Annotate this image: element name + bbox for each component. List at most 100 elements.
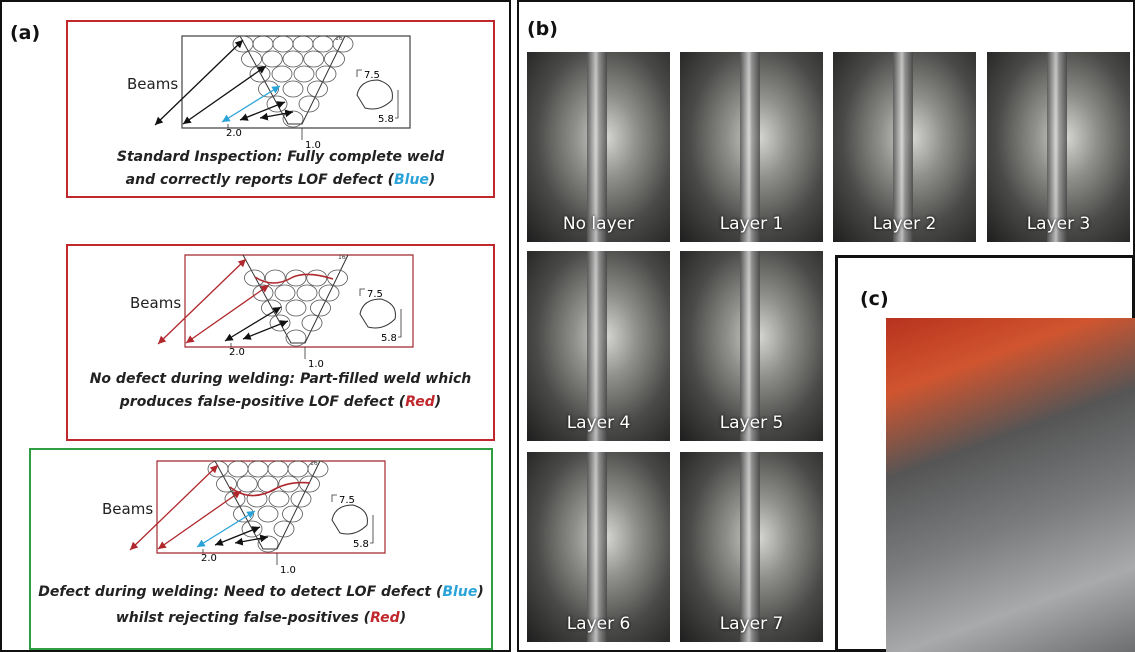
caption-text: and correctly reports LOF defect (: [126, 172, 394, 188]
bead: [233, 36, 253, 52]
photo-label: Layer 2: [833, 214, 976, 234]
bead: [258, 506, 278, 522]
figure: {"panel_a": {"label": "(a)", "diagrams":…: [0, 0, 1135, 652]
dim-label: 2.0: [226, 128, 242, 139]
caption-text: ): [435, 394, 441, 410]
layer-photo: Layer 1: [680, 52, 823, 242]
caption-text: whilst rejecting false-positives (: [116, 610, 370, 626]
partial-fill-line: [255, 274, 333, 283]
caption-line: and correctly reports LOF defect (Blue): [66, 169, 495, 191]
layer-photo: Layer 4: [527, 251, 670, 441]
bead: [293, 36, 313, 52]
layer-photo: Layer 6: [527, 452, 670, 642]
bead-profile: [357, 80, 392, 109]
panel-label: (b): [527, 18, 558, 40]
color-key: Blue: [442, 584, 477, 600]
color-key: Blue: [394, 172, 429, 188]
bead: [311, 300, 331, 316]
pass-number: 16: [310, 460, 318, 467]
beams-label: Beams: [127, 75, 178, 93]
color-key: Red: [370, 610, 400, 626]
bead: [237, 476, 257, 492]
bead: [297, 285, 317, 301]
bead-profile: [332, 505, 367, 534]
bead: [286, 300, 306, 316]
beam-arrow: [158, 491, 241, 549]
pass-number: 16: [335, 35, 343, 42]
photo-label: Layer 5: [680, 413, 823, 433]
bead: [208, 461, 228, 477]
bead: [262, 51, 282, 67]
bead: [269, 491, 289, 507]
caption-line: whilst rejecting false-positives (Red): [29, 607, 493, 629]
bead: [294, 66, 314, 82]
robot-photo: [886, 318, 1135, 652]
bead: [286, 270, 306, 286]
caption-line: Standard Inspection: Fully complete weld: [66, 146, 495, 168]
bead: [253, 285, 273, 301]
layer-photo: Layer 5: [680, 251, 823, 441]
caption-text: produces false-positive LOF defect (: [120, 394, 405, 410]
caption-text: ): [400, 610, 406, 626]
bead: [308, 81, 328, 97]
photo-label: Layer 1: [680, 214, 823, 234]
caption-line: Defect during welding: Need to detect LO…: [29, 581, 493, 603]
photo-label: Layer 7: [680, 614, 823, 634]
beams-label: Beams: [102, 500, 153, 518]
dim-label: 7.5: [364, 70, 380, 81]
bead: [283, 81, 303, 97]
plate-outline: [185, 255, 413, 347]
layer-photo: Layer 3: [987, 52, 1130, 242]
caption-text: ): [429, 172, 435, 188]
beam-arrow: [260, 112, 293, 118]
bead: [286, 330, 306, 346]
bead: [253, 36, 273, 52]
dim-label: 5.8: [381, 333, 397, 344]
bead: [283, 506, 303, 522]
layer-photo: No layer: [527, 52, 670, 242]
bead: [250, 66, 270, 82]
bead: [228, 461, 248, 477]
bead: [325, 51, 345, 67]
bead: [283, 51, 303, 67]
caption-text: Standard Inspection: Fully complete weld: [117, 149, 444, 165]
caption-text: No defect during welding: Part-filled we…: [90, 371, 472, 387]
dim-label: 2.0: [201, 553, 217, 564]
bead: [288, 461, 308, 477]
photo-label: Layer 3: [987, 214, 1130, 234]
photo-label: Layer 4: [527, 413, 670, 433]
beam-arrow: [243, 321, 288, 339]
dim-label: 5.8: [378, 114, 394, 125]
photo-label: Layer 6: [527, 614, 670, 634]
layer-photo: Layer 7: [680, 452, 823, 642]
color-key: Red: [405, 394, 435, 410]
bead: [242, 51, 262, 67]
caption-text: Defect during welding: Need to detect LO…: [38, 584, 442, 600]
beam-arrow: [183, 66, 266, 124]
dim-label: 7.5: [339, 495, 355, 506]
bead: [268, 461, 288, 477]
bead: [273, 36, 293, 52]
caption-line: No defect during welding: Part-filled we…: [66, 368, 495, 390]
bead: [245, 270, 265, 286]
bead: [304, 51, 324, 67]
bead: [307, 270, 327, 286]
bead-profile: [360, 299, 395, 328]
dim-label: 2.0: [229, 347, 245, 358]
beams-label: Beams: [130, 294, 181, 312]
dim-label: 1.0: [280, 565, 296, 576]
caption-text: ): [477, 584, 483, 600]
bead: [272, 66, 292, 82]
caption-line: produces false-positive LOF defect (Red): [66, 391, 495, 413]
dim-label: 7.5: [367, 289, 383, 300]
bead: [313, 36, 333, 52]
photo-label: No layer: [527, 214, 670, 234]
panel-label: (c): [860, 288, 889, 310]
beam-arrow: [235, 537, 268, 543]
dim-label: 5.8: [353, 539, 369, 550]
bead: [300, 476, 320, 492]
beam-arrow: [225, 307, 281, 341]
bead: [248, 461, 268, 477]
